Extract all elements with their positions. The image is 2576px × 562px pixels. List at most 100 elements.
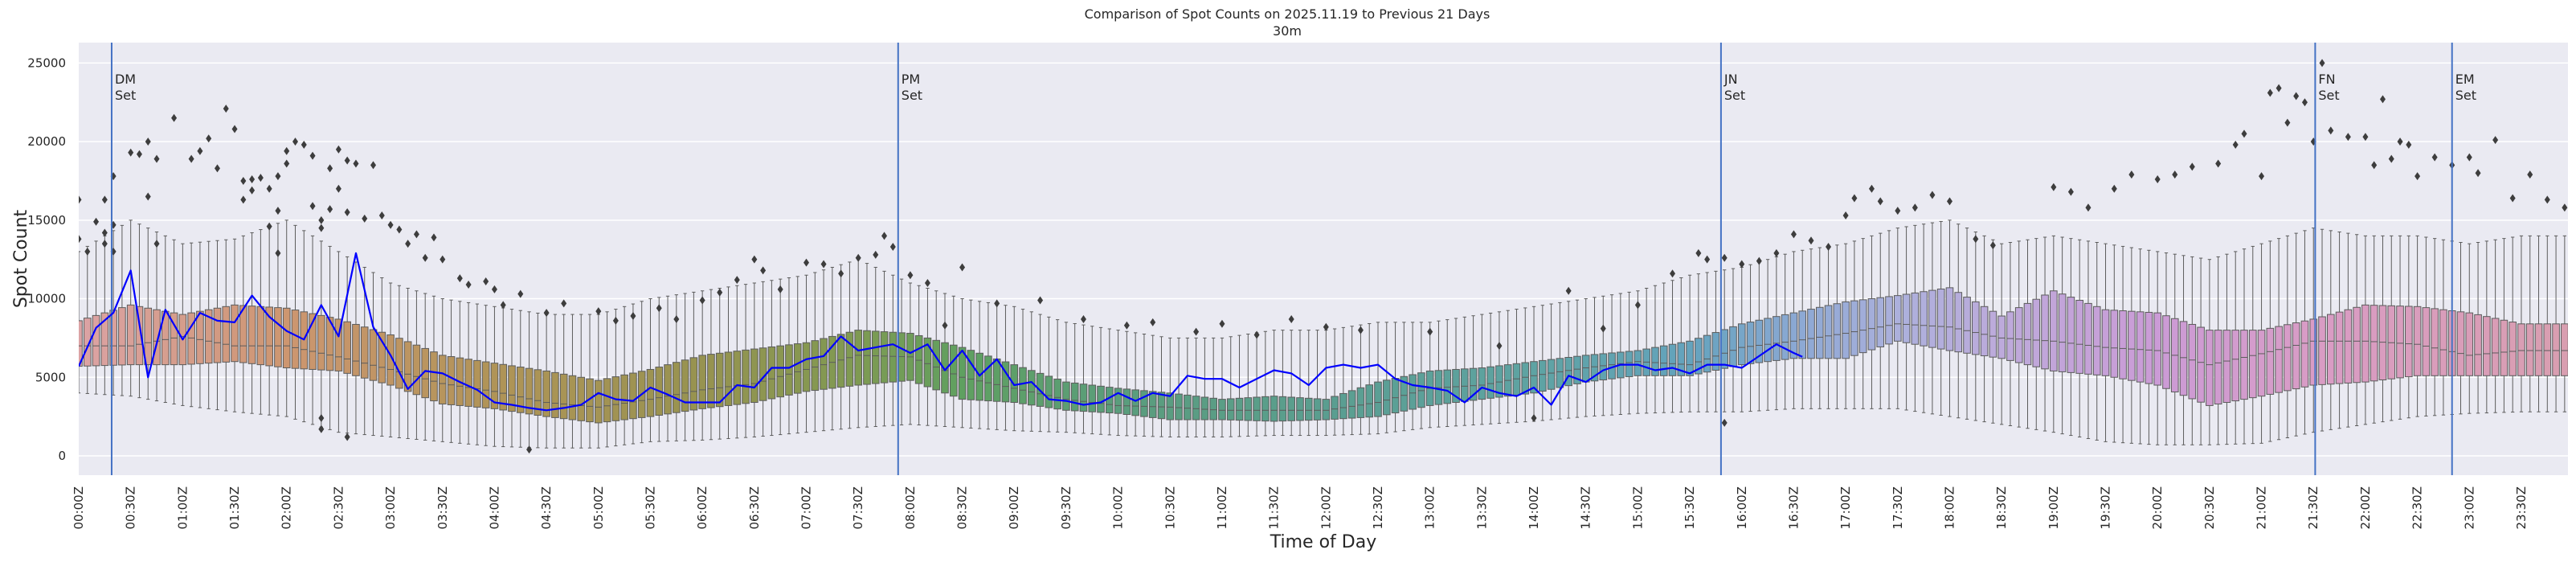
outlier-point: [517, 289, 524, 298]
chart-subtitle: 30m: [1273, 23, 1302, 39]
box-iqr: [2041, 294, 2049, 370]
outlier-point: [1634, 301, 1641, 310]
box: [568, 314, 577, 449]
outlier-point: [431, 233, 437, 242]
box-iqr: [309, 313, 317, 370]
outlier-point: [820, 260, 827, 269]
outlier-point: [889, 243, 896, 252]
x-tick-label: 06:30Z: [747, 486, 762, 530]
box-iqr: [689, 357, 698, 411]
box: [1106, 328, 1114, 436]
outlier-point: [612, 316, 619, 325]
x-tick-label: 01:00Z: [175, 486, 190, 530]
box-iqr: [1200, 396, 1209, 420]
box: [2214, 256, 2222, 445]
box-iqr: [629, 372, 637, 420]
box-iqr: [1226, 398, 1235, 420]
box-iqr: [664, 364, 672, 415]
box-iqr: [274, 307, 282, 367]
box-iqr: [2266, 327, 2275, 395]
box-iqr: [265, 306, 273, 367]
boxes: [79, 219, 2568, 449]
box-iqr: [213, 307, 222, 363]
box: [1920, 224, 1928, 413]
outlier-point: [1695, 248, 1702, 257]
box: [1045, 316, 1053, 433]
box-iqr: [378, 331, 386, 384]
box-iqr: [447, 356, 456, 405]
outlier-point: [2301, 98, 2308, 107]
outlier-point: [1427, 327, 1433, 336]
box: [1642, 288, 1650, 414]
box-iqr: [811, 340, 820, 392]
box-iqr: [1478, 367, 1486, 400]
box: [1209, 337, 1217, 438]
outliers: [79, 59, 2568, 454]
box-iqr: [1322, 399, 1331, 420]
box: [274, 223, 282, 416]
box-iqr: [2128, 310, 2136, 381]
box: [889, 274, 898, 426]
box: [975, 301, 983, 429]
box: [1789, 251, 1798, 409]
box-iqr: [231, 304, 239, 363]
outlier-point: [2172, 170, 2178, 179]
box: [845, 261, 854, 429]
box: [1391, 322, 1400, 433]
box: [395, 285, 403, 438]
outlier-point: [2267, 88, 2273, 97]
box-iqr: [2509, 322, 2517, 376]
event-label: Set: [902, 88, 922, 103]
x-tick-label: 14:30Z: [1579, 486, 1593, 530]
x-tick-label: 11:00Z: [1215, 486, 1229, 530]
box: [516, 310, 525, 448]
box: [2534, 235, 2543, 412]
outlier-point: [2431, 153, 2438, 162]
box: [2335, 231, 2344, 429]
box: [559, 314, 568, 449]
box-iqr: [1720, 329, 1729, 369]
outlier-point: [1600, 324, 1606, 333]
box-iqr: [1495, 365, 1503, 398]
box: [1833, 244, 1842, 409]
box: [871, 266, 880, 427]
box: [1131, 332, 1139, 437]
box-iqr: [343, 321, 351, 374]
outlier-point: [370, 161, 377, 170]
outlier-point: [2128, 170, 2135, 179]
box-iqr: [2092, 306, 2101, 375]
box-iqr: [1695, 338, 1703, 375]
box-iqr: [932, 339, 941, 391]
box-iqr: [1703, 334, 1711, 373]
outlier-point: [630, 312, 636, 321]
outlier-point: [1790, 230, 1797, 239]
box-iqr: [1677, 342, 1686, 376]
outlier-point: [2319, 59, 2325, 68]
y-tick-label: 25000: [27, 55, 66, 70]
box-iqr: [2006, 311, 2014, 361]
box-iqr: [2335, 311, 2344, 384]
outlier-point: [1912, 203, 1918, 212]
x-tick-label: 16:00Z: [1735, 486, 1749, 530]
box-iqr: [2050, 290, 2058, 371]
outlier-point: [214, 164, 220, 173]
box-iqr: [1192, 396, 1200, 420]
outlier-point: [1756, 256, 1762, 265]
box: [231, 238, 239, 412]
box: [1226, 336, 1235, 437]
outlier-point: [362, 214, 368, 223]
x-tick-label: 18:00Z: [1942, 486, 1957, 530]
box-iqr: [1842, 301, 1850, 359]
y-tick-label: 15000: [27, 213, 66, 228]
box: [464, 302, 472, 445]
box: [2465, 243, 2474, 414]
outlier-point: [483, 277, 489, 286]
x-tick-label: 22:30Z: [2410, 486, 2425, 530]
x-tick-label: 14:00Z: [1527, 486, 1541, 530]
box: [1530, 306, 1538, 422]
box: [1478, 314, 1486, 425]
outlier-point: [673, 314, 680, 323]
y-tick-label: 20000: [27, 134, 66, 149]
box-iqr: [92, 314, 100, 367]
x-tick-label: 10:00Z: [1111, 486, 1126, 530]
